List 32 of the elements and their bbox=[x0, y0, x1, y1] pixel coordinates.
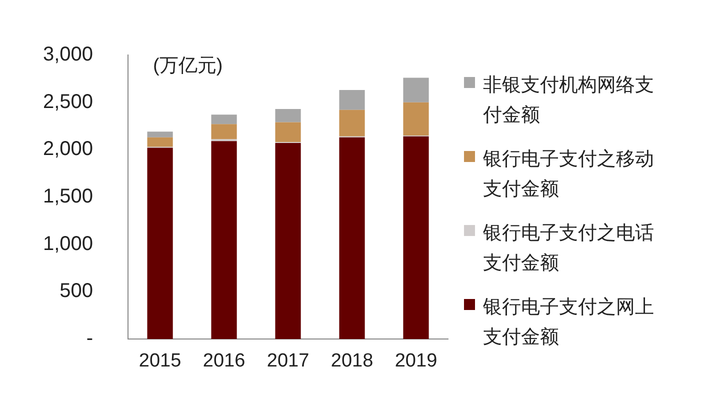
annotation: (万亿元) bbox=[153, 56, 223, 77]
bar bbox=[339, 137, 365, 339]
y-tick-label: - bbox=[86, 328, 94, 350]
bar bbox=[275, 122, 301, 142]
bar bbox=[403, 78, 429, 102]
y-tick-label: 1,500 bbox=[42, 186, 94, 208]
y-tick-label: 2,500 bbox=[42, 90, 94, 113]
x-tick-label: 2016 bbox=[202, 350, 246, 372]
bar bbox=[403, 136, 429, 339]
bar bbox=[339, 110, 365, 136]
bar bbox=[211, 114, 237, 124]
bar bbox=[275, 108, 301, 122]
bar bbox=[147, 132, 173, 138]
x-tick-label: 2017 bbox=[266, 350, 310, 372]
y-tick-label: 500 bbox=[60, 280, 94, 302]
y-tick-label: 1,000 bbox=[42, 232, 94, 255]
bar bbox=[147, 137, 173, 147]
bar bbox=[211, 141, 237, 339]
x-tick-label: 2018 bbox=[330, 350, 374, 372]
legend-label: 银行电子支付之网上支付金额 bbox=[483, 296, 655, 350]
bar bbox=[339, 90, 365, 110]
bar bbox=[275, 143, 301, 339]
legend-label: 银行电子支付之电话支付金额 bbox=[483, 222, 655, 276]
legend-label: 银行电子支付之移动支付金额 bbox=[483, 148, 655, 202]
bar bbox=[211, 124, 237, 140]
x-tick-label: 2019 bbox=[394, 350, 438, 372]
y-tick-label: 2,000 bbox=[42, 138, 94, 160]
legend-label: 非银支付机构网络支付金额 bbox=[483, 74, 655, 128]
bar bbox=[147, 148, 173, 339]
bar bbox=[403, 102, 429, 136]
y-tick-label: 3,000 bbox=[42, 44, 94, 66]
x-tick-label: 2015 bbox=[138, 350, 182, 372]
